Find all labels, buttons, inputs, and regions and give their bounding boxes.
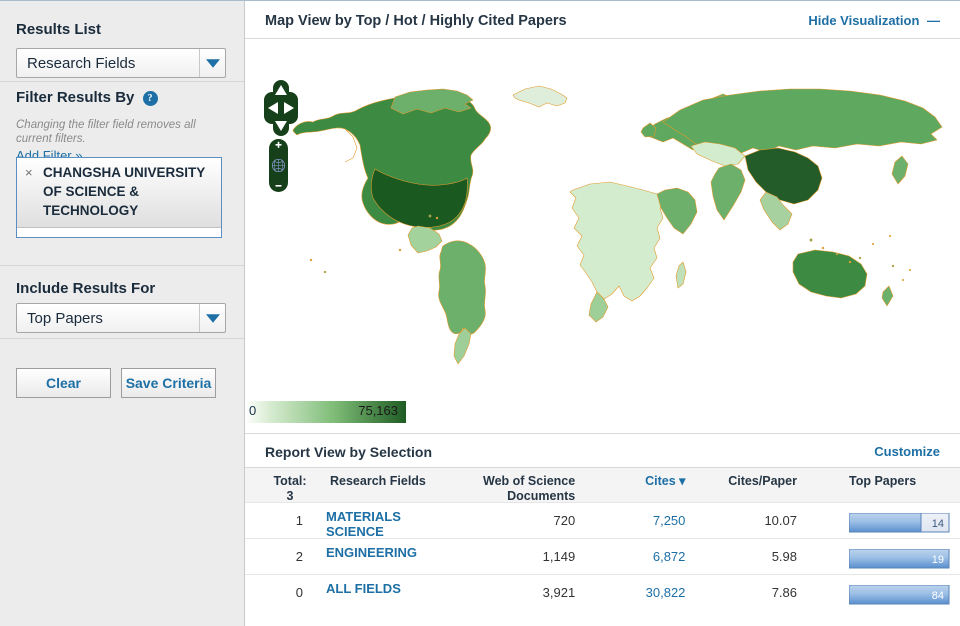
svg-text:84: 84 (932, 590, 944, 602)
svg-text:14: 14 (932, 518, 944, 530)
svg-text:19: 19 (932, 554, 944, 566)
